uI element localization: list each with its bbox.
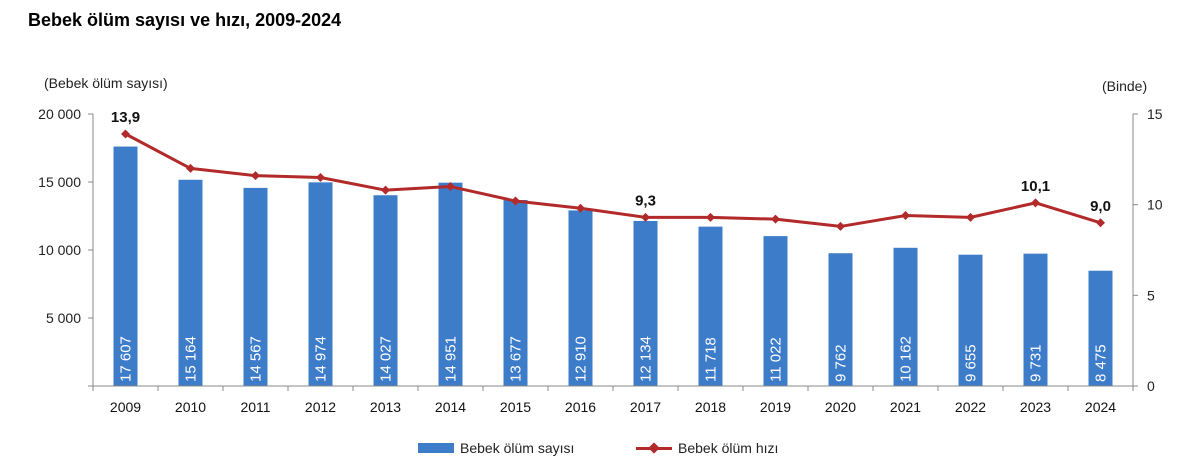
bar-value-label: 13 677 bbox=[508, 336, 525, 382]
bar-value-label: 9 762 bbox=[833, 344, 850, 382]
bar-value-label: 11 718 bbox=[703, 337, 720, 382]
rate-point-marker bbox=[186, 163, 195, 173]
rate-point-label: 13,9 bbox=[111, 109, 140, 126]
rate-point-label: 10,1 bbox=[1021, 178, 1050, 195]
bar bbox=[893, 247, 918, 386]
bar bbox=[1023, 253, 1048, 386]
bar-value-label: 14 027 bbox=[378, 336, 395, 382]
x-tick-label: 2014 bbox=[435, 399, 466, 415]
x-tick-label: 2011 bbox=[240, 399, 270, 415]
left-axis-unit-label: (Bebek ölüm sayısı) bbox=[44, 75, 168, 91]
bar-value-label: 12 134 bbox=[638, 336, 655, 382]
x-tick-label: 2019 bbox=[760, 399, 791, 415]
bar bbox=[438, 182, 463, 386]
bar-value-label: 14 951 bbox=[443, 336, 460, 382]
legend-label-line: Bebek ölüm hızı bbox=[678, 440, 779, 456]
rate-point-marker bbox=[641, 212, 650, 222]
left-y-tick-label: 5 000 bbox=[46, 310, 81, 326]
bar-value-label: 10 162 bbox=[898, 336, 915, 382]
rate-point-marker bbox=[1031, 198, 1040, 208]
right-y-tick-label: 15 bbox=[1147, 106, 1163, 122]
legend-bar-swatch bbox=[418, 443, 454, 453]
bar bbox=[763, 236, 788, 386]
rate-point-marker bbox=[966, 212, 975, 222]
rate-point-marker bbox=[901, 211, 910, 221]
rate-point-marker bbox=[251, 171, 260, 181]
rate-point-marker bbox=[381, 185, 390, 195]
bar-value-label: 17 607 bbox=[118, 336, 135, 382]
bar-value-label: 14 567 bbox=[248, 336, 265, 382]
bar bbox=[568, 210, 593, 386]
rate-point-marker bbox=[446, 182, 455, 192]
rate-point-marker bbox=[706, 212, 715, 222]
bar bbox=[178, 179, 203, 386]
bar-value-label: 12 910 bbox=[573, 336, 590, 382]
left-y-tick-label: 20 000 bbox=[38, 106, 81, 122]
x-tick-label: 2010 bbox=[175, 399, 206, 415]
bar bbox=[503, 199, 528, 386]
rate-point-label: 9,0 bbox=[1090, 198, 1111, 215]
left-y-tick-label: 15 000 bbox=[38, 174, 81, 190]
left-y-tick-label: 10 000 bbox=[38, 242, 81, 258]
x-tick-label: 2009 bbox=[110, 399, 141, 415]
x-tick-label: 2012 bbox=[305, 399, 336, 415]
rate-point-marker bbox=[771, 214, 780, 224]
right-y-tick-label: 10 bbox=[1147, 197, 1163, 213]
bar-value-label: 11 022 bbox=[768, 337, 785, 382]
legend-line-swatch bbox=[636, 443, 672, 453]
x-tick-label: 2017 bbox=[630, 399, 661, 415]
bar-value-label: 9 655 bbox=[963, 344, 980, 382]
bar bbox=[958, 254, 983, 386]
x-tick-label: 2015 bbox=[500, 399, 531, 415]
rate-point-label: 9,3 bbox=[635, 192, 656, 209]
x-tick-label: 2021 bbox=[890, 399, 921, 415]
bar bbox=[308, 182, 333, 386]
x-tick-label: 2013 bbox=[370, 399, 401, 415]
rate-point-marker bbox=[576, 203, 585, 213]
chart-title: Bebek ölüm sayısı ve hızı, 2009-2024 bbox=[28, 10, 342, 30]
bar bbox=[243, 187, 268, 386]
legend-item-bars: Bebek ölüm sayısı bbox=[418, 440, 574, 456]
rate-line bbox=[124, 132, 1101, 228]
bar bbox=[113, 146, 138, 386]
x-tick-label: 2020 bbox=[825, 399, 856, 415]
bar bbox=[373, 195, 398, 386]
bar-value-label: 9 731 bbox=[1028, 344, 1045, 382]
legend-item-line: Bebek ölüm hızı bbox=[636, 440, 778, 456]
rate-point-marker bbox=[511, 196, 520, 206]
x-tick-label: 2016 bbox=[565, 399, 596, 415]
rate-point-marker bbox=[836, 221, 845, 231]
right-axis-unit-label: (Binde) bbox=[1102, 78, 1148, 94]
x-tick-label: 2022 bbox=[955, 399, 986, 415]
legend-label-bars: Bebek ölüm sayısı bbox=[460, 440, 575, 456]
bar-value-label: 8 475 bbox=[1093, 344, 1110, 382]
x-tick-label: 2024 bbox=[1085, 399, 1116, 415]
legend: Bebek ölüm sayısı Bebek ölüm hızı bbox=[0, 440, 1200, 464]
right-y-tick-label: 0 bbox=[1147, 378, 1155, 394]
bar bbox=[633, 220, 658, 386]
bar-value-label: 15 164 bbox=[183, 336, 200, 382]
bar bbox=[828, 253, 853, 386]
x-tick-label: 2023 bbox=[1020, 399, 1051, 415]
bar bbox=[1088, 270, 1113, 386]
right-y-tick-label: 5 bbox=[1147, 287, 1155, 303]
x-tick-label: 2018 bbox=[695, 399, 726, 415]
rate-point-marker bbox=[1096, 218, 1105, 228]
rate-point-marker bbox=[121, 129, 130, 139]
rate-point-marker bbox=[316, 172, 325, 182]
bar bbox=[698, 226, 723, 386]
bar-value-label: 14 974 bbox=[313, 336, 330, 382]
